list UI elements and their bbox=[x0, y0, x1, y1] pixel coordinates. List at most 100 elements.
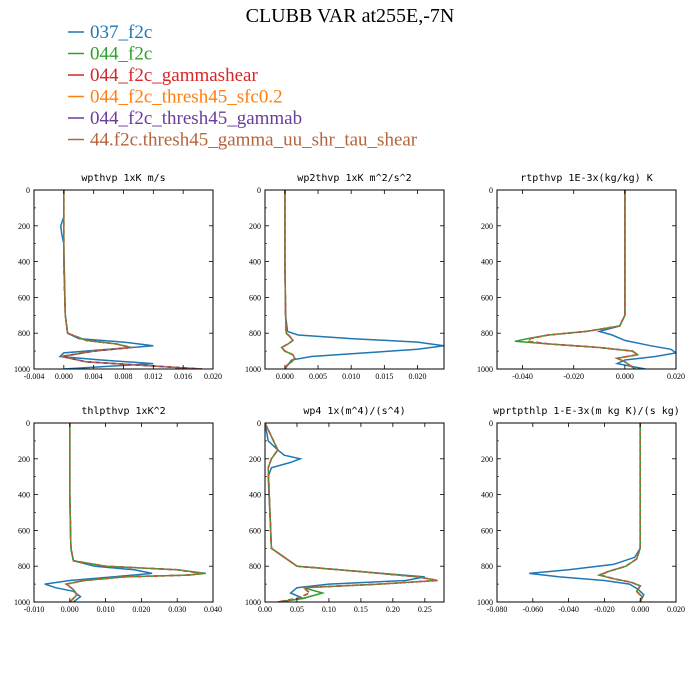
y-tick-label: 600 bbox=[18, 293, 30, 302]
x-tick-label: 0.000 bbox=[276, 372, 294, 381]
x-tick-label: 0.005 bbox=[309, 372, 327, 381]
legend-label: 044_f2c_gammashear bbox=[90, 65, 258, 86]
x-tick-label: 0.010 bbox=[97, 605, 115, 614]
legend-entry: 037_f2c bbox=[68, 22, 152, 43]
series-line bbox=[596, 190, 676, 369]
chart-panel: wp2thvp 1xK m^2/s^2 0 200 400 600 800 1000 0.00… bbox=[245, 173, 445, 381]
panel-title: thlpthvp 1xK^2 bbox=[81, 406, 165, 417]
x-tick-label: 0.020 bbox=[204, 372, 222, 381]
legend-entry: 044_f2c_thresh45_gammab bbox=[68, 108, 302, 129]
x-tick-label: 0.05 bbox=[290, 605, 304, 614]
y-tick-label: 200 bbox=[249, 455, 261, 464]
y-tick-label: 800 bbox=[18, 329, 30, 338]
panel-title: wp2thvp 1xK m^2/s^2 bbox=[297, 173, 411, 184]
x-tick-label: 0.000 bbox=[616, 372, 634, 381]
x-tick-label: 0.15 bbox=[354, 605, 368, 614]
y-tick-label: 0 bbox=[489, 186, 493, 195]
x-tick-label: -0.040 bbox=[558, 605, 579, 614]
legend-label: 44.f2c.thresh45_gamma_uu_shr_tau_shear bbox=[90, 130, 418, 151]
series-line bbox=[280, 190, 296, 369]
y-tick-label: 600 bbox=[481, 293, 493, 302]
legend-label: 044_f2c_thresh45_sfc0.2 bbox=[90, 87, 283, 108]
series-group bbox=[280, 190, 444, 369]
y-tick-label: 400 bbox=[481, 491, 493, 500]
series-line bbox=[598, 423, 643, 602]
y-tick-label: 0 bbox=[26, 419, 30, 428]
y-tick-label: 1000 bbox=[477, 365, 493, 374]
plot-frame bbox=[264, 422, 445, 603]
series-line bbox=[284, 190, 444, 369]
y-tick-label: 1000 bbox=[477, 598, 493, 607]
series-line bbox=[526, 190, 640, 369]
panel-title: rtpthvp 1E-3x(kg/kg) K bbox=[520, 173, 652, 184]
x-tick-label: 0.020 bbox=[132, 605, 150, 614]
series-line bbox=[598, 423, 643, 602]
series-line bbox=[526, 190, 640, 369]
y-tick-label: 0 bbox=[257, 186, 261, 195]
y-tick-label: 0 bbox=[489, 419, 493, 428]
y-tick-label: 800 bbox=[249, 329, 261, 338]
series-line bbox=[529, 423, 645, 602]
series-group bbox=[265, 423, 438, 602]
series-line bbox=[64, 423, 203, 602]
y-tick-label: 0 bbox=[257, 419, 261, 428]
y-tick-label: 400 bbox=[18, 491, 30, 500]
chart-panel: thlpthvp 1xK^2 0 200 400 600 800 1000-0.010 0.0… bbox=[14, 406, 222, 614]
x-tick-label: 0.020 bbox=[667, 605, 685, 614]
x-tick-label: -0.040 bbox=[512, 372, 533, 381]
y-tick-label: 800 bbox=[249, 562, 261, 571]
y-tick-label: 1000 bbox=[14, 365, 30, 374]
x-tick-label: -0.020 bbox=[563, 372, 584, 381]
series-line bbox=[514, 190, 640, 369]
y-tick-label: 200 bbox=[481, 455, 493, 464]
y-tick-label: 200 bbox=[18, 455, 30, 464]
y-tick-label: 1000 bbox=[14, 598, 30, 607]
chart-panel: rtpthvp 1E-3x(kg/kg) K 0 200 400 600 800 1000 -… bbox=[477, 173, 685, 381]
x-tick-label: 0.00 bbox=[258, 605, 272, 614]
y-tick-label: 1000 bbox=[245, 365, 261, 374]
y-tick-label: 200 bbox=[249, 222, 261, 231]
series-line bbox=[61, 190, 202, 369]
panel-title: wp4 1x(m^4)/(s^4) bbox=[303, 406, 405, 417]
series-line bbox=[44, 423, 153, 602]
y-tick-label: 0 bbox=[26, 186, 30, 195]
series-line bbox=[598, 423, 643, 602]
legend-entry: 044_f2c bbox=[68, 44, 152, 65]
x-tick-label: 0.020 bbox=[667, 372, 685, 381]
y-tick-label: 400 bbox=[481, 258, 493, 267]
series-line bbox=[280, 190, 296, 369]
legend-label: 044_f2c_thresh45_gammab bbox=[90, 108, 302, 129]
series-line bbox=[265, 423, 438, 602]
legend-label: 037_f2c bbox=[90, 22, 152, 43]
series-line bbox=[61, 190, 202, 369]
y-tick-label: 1000 bbox=[245, 598, 261, 607]
figure-title: CLUBB VAR at255E,-7N bbox=[246, 5, 455, 27]
y-tick-label: 800 bbox=[18, 562, 30, 571]
x-tick-label: 0.000 bbox=[631, 605, 649, 614]
x-tick-label: -0.060 bbox=[522, 605, 543, 614]
series-line bbox=[598, 423, 643, 602]
y-tick-label: 400 bbox=[249, 258, 261, 267]
series-line bbox=[280, 190, 296, 369]
x-tick-label: 0.008 bbox=[115, 372, 133, 381]
series-line bbox=[58, 190, 154, 369]
series-line bbox=[280, 190, 296, 369]
plot-frame bbox=[496, 422, 677, 603]
x-tick-label: -0.010 bbox=[24, 605, 45, 614]
y-tick-label: 600 bbox=[249, 526, 261, 535]
chart-panel: wprtpthlp 1-E-3x(m kg K)/(s kg)0 200 400 60… bbox=[477, 406, 685, 614]
series-group bbox=[58, 190, 202, 369]
y-tick-label: 600 bbox=[481, 526, 493, 535]
y-tick-label: 400 bbox=[18, 258, 30, 267]
x-tick-label: 0.020 bbox=[408, 372, 426, 381]
x-tick-label: 0.25 bbox=[418, 605, 432, 614]
x-tick-label: 0.030 bbox=[168, 605, 186, 614]
x-tick-label: 0.040 bbox=[204, 605, 222, 614]
panel-title: wprtpthlp 1-E-3x(m kg K)/(s kg) bbox=[493, 406, 680, 417]
legend-entry: 044_f2c_gammashear bbox=[68, 65, 258, 86]
series-line bbox=[61, 190, 202, 369]
series-group bbox=[529, 423, 645, 602]
